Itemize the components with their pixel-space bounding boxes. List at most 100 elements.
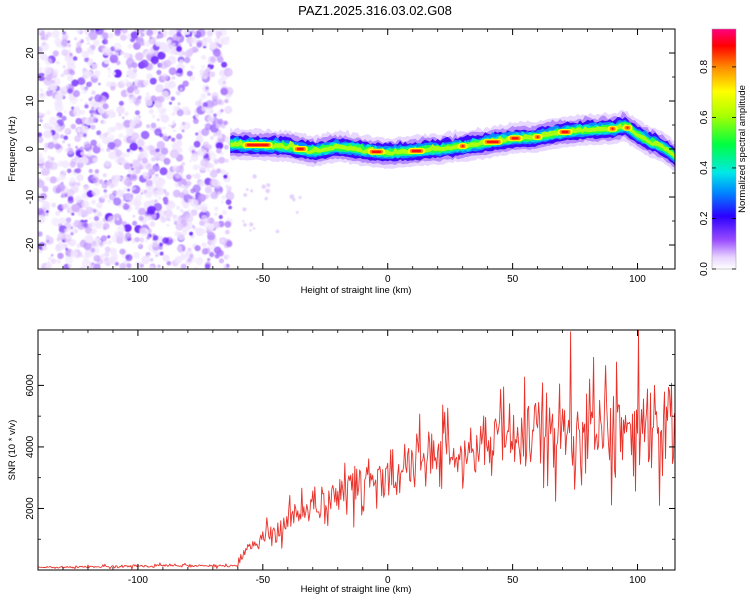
noise-blob [195,256,204,266]
noise-blob [62,65,66,69]
noise-blob [72,56,78,61]
noise-blob [169,101,172,105]
noise-blob [49,176,57,184]
noise-blob [83,241,92,251]
y-tick-label: 2000 [25,497,36,520]
noise-blob [139,150,149,160]
noise-blob [217,43,222,48]
noise-blob [195,114,199,119]
colorbar-tick-label: 0.6 [699,110,710,124]
noise-blob [242,220,245,223]
noise-blob [132,214,136,218]
noise-blob [195,227,205,237]
noise-blob [148,36,157,45]
noise-blob [207,258,211,262]
figure-title: PAZ1.2025.316.03.02.G08 [298,3,452,18]
x-tick-label: -50 [256,274,271,285]
noise-blob [71,203,80,213]
noise-blob [107,32,114,39]
noise-blob [184,57,191,64]
noise-blob [101,46,111,56]
noise-blob [67,74,74,82]
noise-blob [158,95,165,103]
noise-blob [76,29,81,34]
noise-blob [198,102,202,105]
noise-blob [103,222,110,230]
noise-blob [77,157,83,164]
noise-blob [124,192,133,201]
noise-blob [175,222,184,231]
noise-blob [92,208,97,213]
noise-blob [198,98,203,103]
noise-blob [250,190,253,193]
noise-blob [149,221,156,227]
ridge-hot-segment [411,149,422,153]
noise-blob [215,30,222,37]
noise-blob [88,31,98,41]
noise-blob [157,106,166,114]
noise-blob [128,70,137,80]
noise-blob [68,225,77,234]
noise-blob [85,102,88,105]
noise-blob [48,125,54,131]
noise-blob [38,179,45,188]
noise-blob [102,103,109,110]
noise-blob [189,159,192,163]
noise-blob [145,240,148,243]
noise-blob [154,199,158,203]
noise-blob [124,178,133,187]
noise-blob [64,127,71,134]
noise-blob [141,255,150,265]
noise-blob [107,127,114,134]
noise-blob [83,202,89,208]
noise-blob [242,207,247,212]
noise-blob [202,73,206,77]
noise-blob [171,122,176,126]
noise-blob [92,145,101,154]
noise-blob [90,139,97,147]
noise-blob [81,50,90,59]
y-tick-label: 0 [25,146,36,152]
noise-blob [196,42,202,48]
noise-blob [88,149,93,153]
ridge-hot-segment [246,143,269,147]
noise-blob [106,147,111,152]
noise-blob [94,169,100,174]
noise-blob [63,170,67,174]
noise-blob [147,144,154,152]
noise-blob [115,231,125,241]
noise-blob [155,41,162,47]
noise-blob [145,163,152,170]
noise-blob [119,248,126,255]
noise-blob [138,244,142,248]
noise-blob [174,256,183,264]
noise-blob [61,49,68,56]
noise-blob [224,144,229,150]
noise-blob [243,223,247,227]
noise-blob [184,50,192,58]
noise-blob [192,225,195,228]
noise-blob [136,139,145,148]
noise-blob [165,170,175,180]
noise-blob [110,85,116,91]
noise-blob [223,266,229,269]
noise-blob [94,94,103,103]
noise-blob [98,82,101,86]
noise-blob [134,88,140,95]
noise-blob [163,80,173,89]
snr-plot-area [38,330,675,570]
noise-blob [121,29,128,34]
noise-blob [205,107,215,116]
noise-blob [80,151,85,156]
noise-blob [84,226,92,234]
noise-blob [181,162,185,166]
noise-blob [176,31,182,37]
noise-blob [176,205,181,210]
noise-blob [52,50,59,57]
noise-blob [197,193,206,202]
noise-blob [159,61,168,70]
noise-blob [216,168,222,174]
noise-blob [70,123,77,130]
noise-blob [166,261,172,266]
noise-blob [176,72,180,76]
